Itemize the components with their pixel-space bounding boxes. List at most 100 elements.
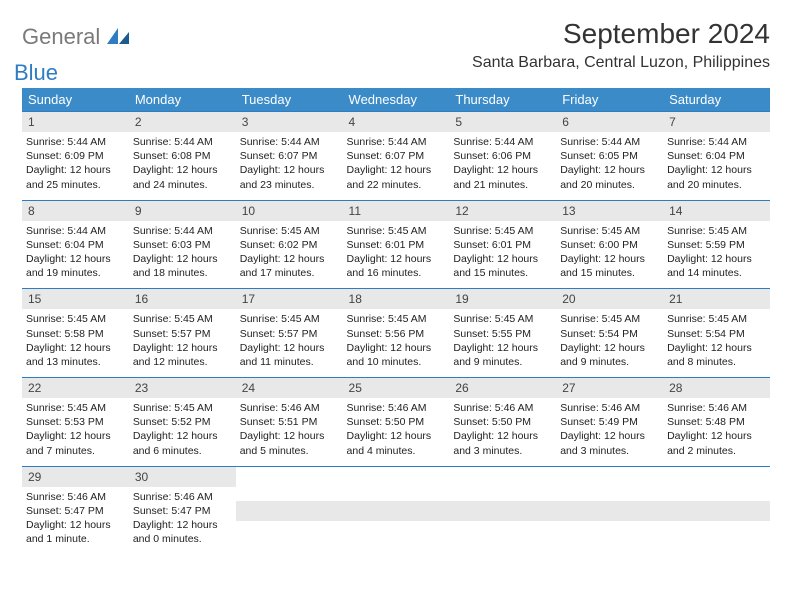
sunrise-line: Sunrise: 5:44 AM bbox=[347, 135, 446, 149]
day-cell: 2Sunrise: 5:44 AMSunset: 6:08 PMDaylight… bbox=[129, 112, 236, 201]
daylight-line: Daylight: 12 hours and 15 minutes. bbox=[453, 252, 552, 280]
sunrise-line: Sunrise: 5:46 AM bbox=[240, 401, 339, 415]
day-number: 6 bbox=[556, 112, 663, 132]
sunset-line: Sunset: 5:54 PM bbox=[667, 327, 766, 341]
sunset-line: Sunset: 5:51 PM bbox=[240, 415, 339, 429]
weekday-header: Thursday bbox=[449, 88, 556, 112]
calendar-week-row: 15Sunrise: 5:45 AMSunset: 5:58 PMDayligh… bbox=[22, 289, 770, 378]
daylight-line: Daylight: 12 hours and 22 minutes. bbox=[347, 163, 446, 191]
sunset-line: Sunset: 5:53 PM bbox=[26, 415, 125, 429]
day-cell: 13Sunrise: 5:45 AMSunset: 6:00 PMDayligh… bbox=[556, 200, 663, 289]
day-cell: 21Sunrise: 5:45 AMSunset: 5:54 PMDayligh… bbox=[663, 289, 770, 378]
day-cell: 27Sunrise: 5:46 AMSunset: 5:49 PMDayligh… bbox=[556, 378, 663, 467]
sunset-line: Sunset: 5:50 PM bbox=[347, 415, 446, 429]
empty-cell bbox=[663, 466, 770, 554]
day-body: Sunrise: 5:45 AMSunset: 5:58 PMDaylight:… bbox=[22, 309, 129, 377]
day-number: 13 bbox=[556, 201, 663, 221]
header: General Blue September 2024 Santa Barbar… bbox=[22, 18, 770, 76]
daylight-line: Daylight: 12 hours and 2 minutes. bbox=[667, 429, 766, 457]
day-cell: 16Sunrise: 5:45 AMSunset: 5:57 PMDayligh… bbox=[129, 289, 236, 378]
weekday-header: Sunday bbox=[22, 88, 129, 112]
day-cell: 8Sunrise: 5:44 AMSunset: 6:04 PMDaylight… bbox=[22, 200, 129, 289]
daylight-line: Daylight: 12 hours and 6 minutes. bbox=[133, 429, 232, 457]
logo: General Blue bbox=[22, 24, 129, 76]
sunset-line: Sunset: 5:58 PM bbox=[26, 327, 125, 341]
day-body: Sunrise: 5:46 AMSunset: 5:51 PMDaylight:… bbox=[236, 398, 343, 466]
day-cell: 11Sunrise: 5:45 AMSunset: 6:01 PMDayligh… bbox=[343, 200, 450, 289]
sunrise-line: Sunrise: 5:45 AM bbox=[240, 312, 339, 326]
day-cell: 23Sunrise: 5:45 AMSunset: 5:52 PMDayligh… bbox=[129, 378, 236, 467]
sunrise-line: Sunrise: 5:46 AM bbox=[453, 401, 552, 415]
sunset-line: Sunset: 5:52 PM bbox=[133, 415, 232, 429]
sunset-line: Sunset: 5:50 PM bbox=[453, 415, 552, 429]
day-cell: 3Sunrise: 5:44 AMSunset: 6:07 PMDaylight… bbox=[236, 112, 343, 201]
day-number: 7 bbox=[663, 112, 770, 132]
empty-day-number bbox=[236, 501, 343, 521]
weekday-header-row: Sunday Monday Tuesday Wednesday Thursday… bbox=[22, 88, 770, 112]
empty-cell bbox=[236, 466, 343, 554]
empty-cell bbox=[343, 466, 450, 554]
sunset-line: Sunset: 6:07 PM bbox=[240, 149, 339, 163]
day-number: 25 bbox=[343, 378, 450, 398]
weekday-header: Monday bbox=[129, 88, 236, 112]
day-body: Sunrise: 5:45 AMSunset: 5:55 PMDaylight:… bbox=[449, 309, 556, 377]
sunrise-line: Sunrise: 5:44 AM bbox=[133, 224, 232, 238]
sunset-line: Sunset: 6:02 PM bbox=[240, 238, 339, 252]
sunrise-line: Sunrise: 5:45 AM bbox=[347, 224, 446, 238]
sunset-line: Sunset: 5:49 PM bbox=[560, 415, 659, 429]
day-cell: 25Sunrise: 5:46 AMSunset: 5:50 PMDayligh… bbox=[343, 378, 450, 467]
day-number: 30 bbox=[129, 467, 236, 487]
weekday-header: Wednesday bbox=[343, 88, 450, 112]
sunset-line: Sunset: 5:48 PM bbox=[667, 415, 766, 429]
day-cell: 22Sunrise: 5:45 AMSunset: 5:53 PMDayligh… bbox=[22, 378, 129, 467]
daylight-line: Daylight: 12 hours and 9 minutes. bbox=[453, 341, 552, 369]
day-number: 5 bbox=[449, 112, 556, 132]
day-body: Sunrise: 5:44 AMSunset: 6:03 PMDaylight:… bbox=[129, 221, 236, 289]
sunrise-line: Sunrise: 5:44 AM bbox=[26, 224, 125, 238]
day-cell: 5Sunrise: 5:44 AMSunset: 6:06 PMDaylight… bbox=[449, 112, 556, 201]
daylight-line: Daylight: 12 hours and 5 minutes. bbox=[240, 429, 339, 457]
sunset-line: Sunset: 5:59 PM bbox=[667, 238, 766, 252]
daylight-line: Daylight: 12 hours and 14 minutes. bbox=[667, 252, 766, 280]
day-body: Sunrise: 5:45 AMSunset: 6:01 PMDaylight:… bbox=[343, 221, 450, 289]
day-body: Sunrise: 5:46 AMSunset: 5:48 PMDaylight:… bbox=[663, 398, 770, 466]
month-title: September 2024 bbox=[472, 18, 770, 50]
day-number: 16 bbox=[129, 289, 236, 309]
daylight-line: Daylight: 12 hours and 13 minutes. bbox=[26, 341, 125, 369]
sunset-line: Sunset: 6:01 PM bbox=[347, 238, 446, 252]
day-cell: 6Sunrise: 5:44 AMSunset: 6:05 PMDaylight… bbox=[556, 112, 663, 201]
empty-cell bbox=[449, 466, 556, 554]
day-body: Sunrise: 5:45 AMSunset: 5:56 PMDaylight:… bbox=[343, 309, 450, 377]
day-number: 24 bbox=[236, 378, 343, 398]
day-body: Sunrise: 5:45 AMSunset: 5:54 PMDaylight:… bbox=[556, 309, 663, 377]
daylight-line: Daylight: 12 hours and 20 minutes. bbox=[667, 163, 766, 191]
day-body: Sunrise: 5:46 AMSunset: 5:49 PMDaylight:… bbox=[556, 398, 663, 466]
empty-day-number bbox=[663, 501, 770, 521]
day-number: 14 bbox=[663, 201, 770, 221]
sunset-line: Sunset: 6:06 PM bbox=[453, 149, 552, 163]
day-number: 2 bbox=[129, 112, 236, 132]
day-cell: 20Sunrise: 5:45 AMSunset: 5:54 PMDayligh… bbox=[556, 289, 663, 378]
daylight-line: Daylight: 12 hours and 9 minutes. bbox=[560, 341, 659, 369]
daylight-line: Daylight: 12 hours and 8 minutes. bbox=[667, 341, 766, 369]
daylight-line: Daylight: 12 hours and 7 minutes. bbox=[26, 429, 125, 457]
day-number: 20 bbox=[556, 289, 663, 309]
day-body: Sunrise: 5:44 AMSunset: 6:07 PMDaylight:… bbox=[343, 132, 450, 200]
day-cell: 17Sunrise: 5:45 AMSunset: 5:57 PMDayligh… bbox=[236, 289, 343, 378]
daylight-line: Daylight: 12 hours and 0 minutes. bbox=[133, 518, 232, 546]
location: Santa Barbara, Central Luzon, Philippine… bbox=[472, 54, 770, 72]
sunset-line: Sunset: 6:05 PM bbox=[560, 149, 659, 163]
day-cell: 18Sunrise: 5:45 AMSunset: 5:56 PMDayligh… bbox=[343, 289, 450, 378]
day-number: 18 bbox=[343, 289, 450, 309]
sunrise-line: Sunrise: 5:45 AM bbox=[453, 224, 552, 238]
empty-day-number bbox=[343, 501, 450, 521]
daylight-line: Daylight: 12 hours and 12 minutes. bbox=[133, 341, 232, 369]
day-cell: 1Sunrise: 5:44 AMSunset: 6:09 PMDaylight… bbox=[22, 112, 129, 201]
day-cell: 9Sunrise: 5:44 AMSunset: 6:03 PMDaylight… bbox=[129, 200, 236, 289]
calendar-week-row: 8Sunrise: 5:44 AMSunset: 6:04 PMDaylight… bbox=[22, 200, 770, 289]
sunrise-line: Sunrise: 5:46 AM bbox=[347, 401, 446, 415]
daylight-line: Daylight: 12 hours and 18 minutes. bbox=[133, 252, 232, 280]
daylight-line: Daylight: 12 hours and 10 minutes. bbox=[347, 341, 446, 369]
day-cell: 24Sunrise: 5:46 AMSunset: 5:51 PMDayligh… bbox=[236, 378, 343, 467]
sunrise-line: Sunrise: 5:46 AM bbox=[560, 401, 659, 415]
